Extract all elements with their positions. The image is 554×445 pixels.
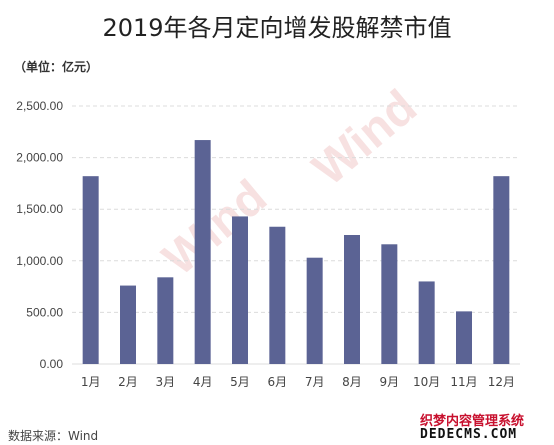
- bar: [232, 216, 248, 364]
- corner-watermark: [416, 409, 554, 445]
- x-tick-label: 1月: [81, 375, 101, 389]
- bar: [157, 277, 174, 364]
- x-tick-label: 5月: [230, 375, 250, 389]
- grid-lines: [72, 105, 520, 365]
- bar: [82, 176, 99, 364]
- bar: [418, 281, 435, 364]
- bar: [120, 285, 136, 364]
- bar: [493, 176, 510, 364]
- y-axis-ticks: 0.00 500.00 1,000.00 1,500.00 2,000.00 2,500.…: [16, 99, 63, 371]
- x-tick-label: 8月: [342, 375, 362, 389]
- corner-watermark-cn: 织梦内容管理系统: [420, 414, 525, 429]
- source-note: 数据来源：Wind: [8, 429, 99, 443]
- x-axis-ticks: 1月 2月 3月 4月 5月 6月 7月 8月 9月 10月 11月 12月: [81, 375, 515, 389]
- bar: [344, 235, 360, 364]
- bar: [306, 257, 323, 364]
- bars: [82, 140, 510, 364]
- watermark-text-1: Wind: [153, 170, 277, 286]
- bar: [194, 140, 211, 364]
- x-tick-label: 7月: [305, 375, 325, 389]
- watermark-text-2: Wind: [303, 80, 427, 196]
- x-tick-label: 3月: [156, 375, 176, 389]
- y-tick-label: 500.00: [26, 305, 63, 319]
- bar: [456, 311, 472, 364]
- x-tick-label: 6月: [268, 375, 288, 389]
- x-tick-label: 2月: [118, 375, 138, 389]
- x-tick-label: 4月: [193, 375, 213, 389]
- x-tick-label: 11月: [450, 375, 477, 389]
- chart-title: 2019年各月定向增发股解禁市值: [102, 14, 452, 42]
- y-tick-label: 1,000.00: [16, 254, 63, 268]
- y-tick-label: 1,500.00: [16, 202, 63, 216]
- bar: [381, 244, 398, 364]
- y-tick-label: 2,500.00: [16, 99, 63, 113]
- y-tick-label: 0.00: [40, 357, 64, 371]
- y-tick-label: 2,000.00: [16, 151, 63, 165]
- x-tick-label: 12月: [488, 375, 515, 389]
- unit-label: （单位：亿元）: [14, 60, 99, 74]
- bar: [269, 226, 286, 364]
- x-tick-label: 10月: [413, 375, 440, 389]
- x-tick-label: 9月: [380, 375, 400, 389]
- corner-watermark-en: DEDECMS.COM: [420, 427, 518, 442]
